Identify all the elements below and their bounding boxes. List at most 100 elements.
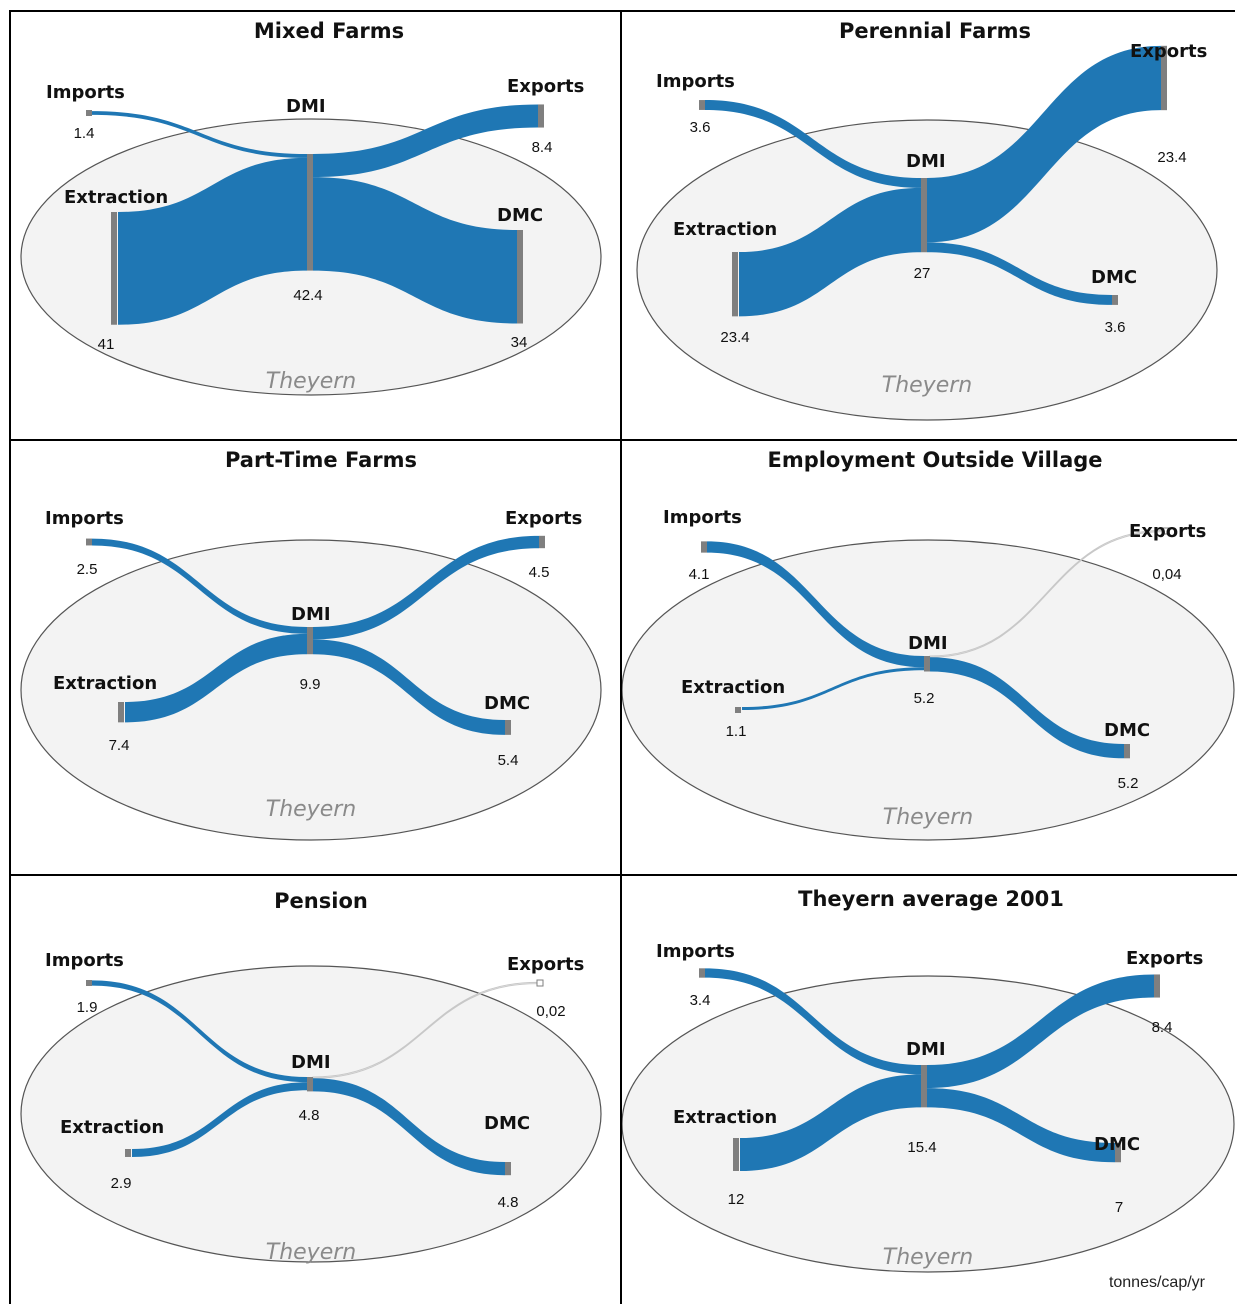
label-dmi: DMI — [908, 633, 948, 654]
value-dmc: 4.8 — [498, 1194, 519, 1211]
label-dmc: DMC — [1091, 267, 1137, 288]
flow-imports-dmi — [92, 111, 307, 158]
label-dmc: DMC — [484, 693, 530, 714]
label-exports: Exports — [505, 508, 582, 529]
value-exports: 23.4 — [1157, 149, 1186, 166]
value-imports: 1.4 — [74, 125, 95, 142]
region-ellipse — [622, 975, 1235, 1273]
node-extraction — [733, 1138, 739, 1171]
region-label: Theyern — [883, 1245, 973, 1270]
value-exports: 4.5 — [529, 564, 550, 581]
panel-title: Theyern average 2001 — [798, 887, 1064, 911]
sankey-svg: Theyern average 2001 Theyern Imports Extrac… — [622, 887, 1235, 1273]
value-dmi: 5.2 — [914, 690, 935, 707]
panel-title: Employment Outside Village — [767, 448, 1102, 472]
region-ellipse — [20, 965, 602, 1263]
value-dmi: 4.8 — [299, 1107, 320, 1124]
value-extraction: 41 — [98, 336, 115, 353]
node-exports — [538, 104, 544, 128]
sankey-svg: Mixed Farms Theyern Imports Extraction DMI Ex… — [20, 19, 602, 396]
label-exports: Exports — [1130, 41, 1207, 62]
label-exports: Exports — [1126, 948, 1203, 969]
sankey-panel: Theyern average 2001 Theyern Imports Extrac… — [622, 876, 1237, 1304]
node-dmi — [921, 1065, 927, 1108]
flow-dmi-exports — [927, 45, 1161, 243]
value-extraction: 23.4 — [720, 329, 749, 346]
value-dmc: 3.6 — [1105, 319, 1126, 336]
sankey-panel: Part-Time Farms Theyern Imports Extraction D… — [11, 441, 620, 874]
sankey-panel: Mixed Farms Theyern Imports Extraction DMI Ex… — [11, 12, 620, 439]
flow-dmi-dmc — [313, 1078, 505, 1176]
label-imports: Imports — [663, 507, 742, 528]
flow-extraction-dmi — [742, 667, 924, 711]
sankey-svg: Part-Time Farms Theyern Imports Extraction D… — [20, 448, 602, 841]
value-dmi: 9.9 — [300, 676, 321, 693]
value-imports: 3.6 — [690, 119, 711, 136]
flow-imports-dmi — [705, 100, 921, 188]
region-ellipse — [636, 119, 1218, 421]
region-label: Theyern — [266, 369, 356, 394]
grid-border-top — [9, 10, 1235, 12]
value-dmi: 42.4 — [293, 287, 322, 304]
flow-extraction-dmi — [118, 157, 307, 325]
flow-dmi-dmc — [930, 657, 1124, 759]
node-extraction — [732, 252, 738, 317]
node-imports — [86, 110, 92, 116]
label-extraction: Extraction — [64, 187, 168, 208]
label-extraction: Extraction — [673, 1107, 777, 1128]
grid-border-left — [9, 10, 11, 1304]
units-label: tonnes/cap/yr — [1108, 1274, 1205, 1291]
flow-extraction-dmi — [132, 1082, 307, 1157]
label-imports: Imports — [656, 941, 735, 962]
label-imports: Imports — [45, 950, 124, 971]
label-exports: Exports — [1129, 521, 1206, 542]
flow-imports-dmi — [707, 541, 924, 668]
node-dmi — [307, 154, 313, 271]
flow-dmi-exports — [927, 974, 1154, 1089]
value-imports: 4.1 — [689, 566, 710, 583]
grid-divider-vertical — [620, 10, 622, 1304]
label-dmi: DMI — [286, 96, 326, 117]
value-dmc: 7 — [1115, 1199, 1123, 1216]
panel-title: Part-Time Farms — [225, 448, 417, 472]
node-extraction — [735, 707, 741, 713]
value-imports: 3.4 — [690, 992, 711, 1009]
label-dmc: DMC — [1104, 720, 1150, 741]
label-extraction: Extraction — [681, 677, 785, 698]
node-dmi — [307, 1077, 313, 1092]
label-dmc: DMC — [497, 205, 543, 226]
node-exports — [1161, 45, 1167, 111]
flow-dmi-dmc — [313, 177, 517, 324]
flow-extraction-dmi — [740, 1074, 921, 1171]
label-extraction: Extraction — [53, 673, 157, 694]
node-dmc — [1112, 295, 1118, 305]
node-imports — [86, 980, 92, 986]
label-dmc: DMC — [1094, 1134, 1140, 1155]
node-imports — [699, 968, 705, 978]
sankey-svg: Perennial Farms Theyern Imports Extraction D… — [636, 19, 1218, 421]
node-dmi — [924, 656, 930, 672]
value-exports: 0,04 — [1152, 566, 1181, 583]
region-ellipse — [20, 539, 602, 841]
node-imports — [86, 538, 92, 546]
label-dmi: DMI — [291, 604, 331, 625]
flow-dmi-dmc — [927, 242, 1112, 305]
region-label: Theyern — [882, 373, 972, 398]
value-dmc: 34 — [511, 334, 528, 351]
region-ellipse — [622, 539, 1235, 841]
sankey-panel: Perennial Farms Theyern Imports Extraction D… — [622, 12, 1237, 439]
value-imports: 2.5 — [77, 561, 98, 578]
value-dmi: 15.4 — [907, 1139, 936, 1156]
node-extraction — [125, 1149, 131, 1157]
node-exports — [536, 979, 544, 987]
label-imports: Imports — [45, 508, 124, 529]
node-exports — [1162, 527, 1170, 535]
label-extraction: Extraction — [60, 1117, 164, 1138]
value-extraction: 12 — [728, 1191, 745, 1208]
flow-extraction-dmi — [125, 633, 307, 723]
label-imports: Imports — [656, 71, 735, 92]
value-dmi: 27 — [914, 265, 931, 282]
value-exports: 0,02 — [536, 1003, 565, 1020]
label-dmi: DMI — [906, 151, 946, 172]
